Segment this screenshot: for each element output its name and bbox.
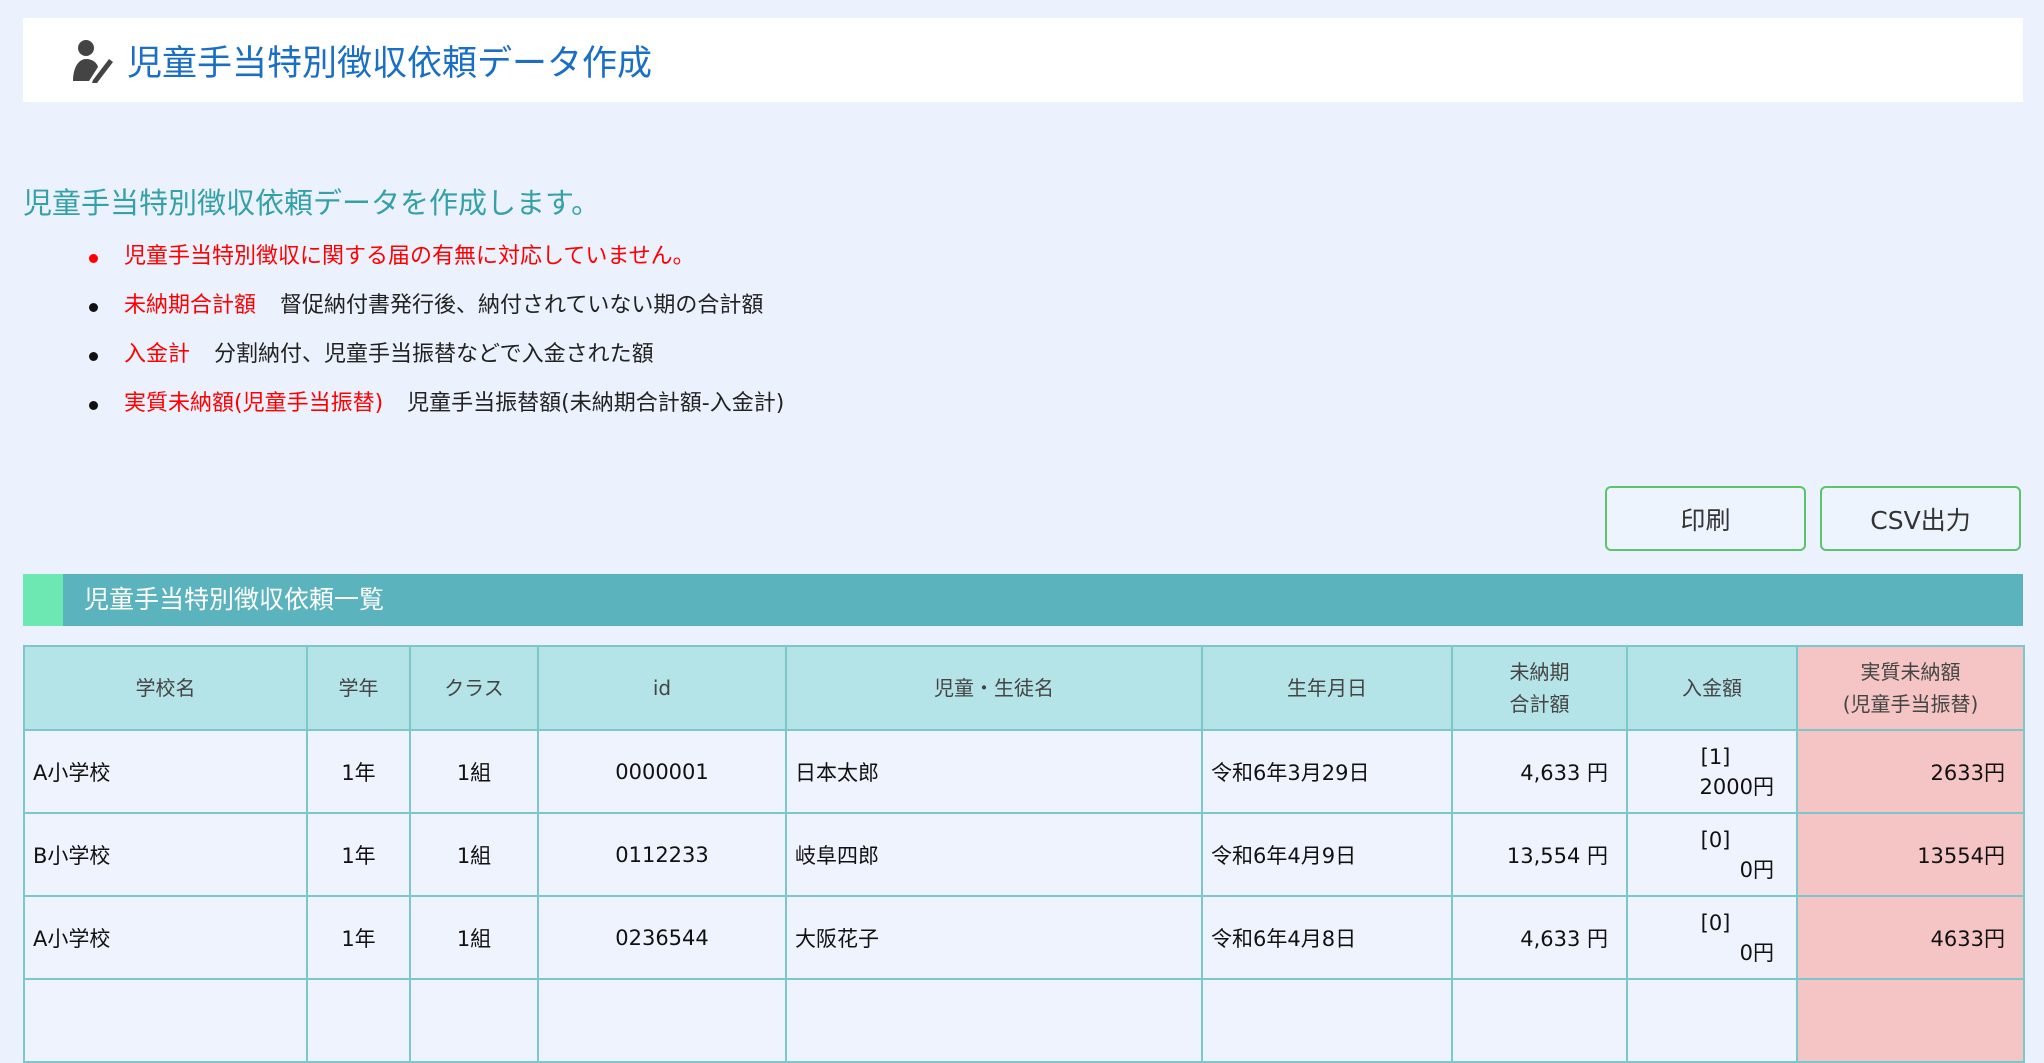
cell-birth: 令和6年4月9日	[1201, 812, 1453, 897]
notes-list: 児童手当特別徴収に関する届の有無に対応していません。 未納期合計額 督促納付書発行…	[88, 236, 785, 432]
col-paid: 入金額	[1626, 645, 1798, 731]
note-desc: 児童手当振替額(未納期合計額-入金計)	[407, 391, 785, 416]
cell-actual: 2633円	[1796, 729, 2025, 814]
cell-school: B小学校	[23, 812, 308, 897]
cell-name: 岐阜四郎	[785, 812, 1203, 897]
payment-count: [1]	[1700, 744, 1731, 769]
empty-cell	[409, 978, 539, 1063]
empty-cell	[1201, 978, 1453, 1063]
col-name: 児童・生徒名	[785, 645, 1203, 731]
empty-cell	[1796, 978, 2025, 1063]
note-item: 児童手当特別徴収に関する届の有無に対応していません。	[88, 236, 784, 285]
cell-paid: [0] 0円	[1626, 895, 1798, 980]
cell-id: 0236544	[537, 895, 787, 980]
note-item: 実質未納額(児童手当振替) 児童手当振替額(未納期合計額-入金計)	[88, 383, 785, 432]
table-row: B小学校 1年 1組 0112233 岐阜四郎 令和6年4月9日 13,554 円 [0] 0円…	[23, 812, 2025, 897]
payment-amount: 2000円	[1699, 774, 1774, 799]
print-button[interactable]: 印刷	[1605, 486, 1806, 551]
payment-count: [0]	[1700, 827, 1731, 852]
table-header-row: 学校名 学年 クラス id 児童・生徒名 生年月日 未納期 合計額 入金額 実質未…	[23, 645, 2025, 731]
section-accent	[23, 574, 63, 626]
cell-birth: 令和6年3月29日	[1201, 729, 1453, 814]
cell-actual: 13554円	[1796, 812, 2025, 897]
empty-cell	[23, 978, 308, 1063]
col-school: 学校名	[23, 645, 308, 731]
empty-cell	[306, 978, 411, 1063]
col-class: クラス	[409, 645, 539, 731]
section-header: 児童手当特別徴収依頼一覧	[23, 574, 2023, 626]
note-desc: 分割納付、児童手当振替などで入金された額	[214, 342, 654, 367]
page-title: 児童手当特別徴収依頼データ作成	[127, 43, 653, 84]
payment-amount: 0円	[1739, 857, 1774, 882]
cell-id: 0000001	[537, 729, 787, 814]
note-term: 実質未納額(児童手当振替)	[124, 391, 384, 416]
cell-grade: 1年	[306, 895, 411, 980]
cell-class: 1組	[409, 812, 539, 897]
cell-unpaid: 4,633 円	[1451, 729, 1628, 814]
empty-cell	[537, 978, 787, 1063]
cell-grade: 1年	[306, 812, 411, 897]
cell-id: 0112233	[537, 812, 787, 897]
payment-amount: 0円	[1739, 940, 1774, 965]
col-unpaid: 未納期 合計額	[1451, 645, 1628, 731]
user-edit-icon	[73, 40, 113, 83]
note-desc: 督促納付書発行後、納付されていない期の合計額	[280, 293, 764, 318]
intro-text: 児童手当特別徴収依頼データを作成します。	[23, 186, 601, 220]
cell-grade: 1年	[306, 729, 411, 814]
cell-unpaid: 13,554 円	[1451, 812, 1628, 897]
cell-paid: [0] 0円	[1626, 812, 1798, 897]
cell-paid: [1] 2000円	[1626, 729, 1798, 814]
cell-name: 日本太郎	[785, 729, 1203, 814]
cell-birth: 令和6年4月8日	[1201, 895, 1453, 980]
col-birth: 生年月日	[1201, 645, 1453, 731]
cell-school: A小学校	[23, 895, 308, 980]
col-actual: 実質未納額 (児童手当振替)	[1796, 645, 2025, 731]
col-grade: 学年	[306, 645, 411, 731]
cell-actual: 4633円	[1796, 895, 2025, 980]
cell-school: A小学校	[23, 729, 308, 814]
cell-name: 大阪花子	[785, 895, 1203, 980]
empty-cell	[1451, 978, 1628, 1063]
section-title: 児童手当特別徴収依頼一覧	[84, 585, 385, 614]
table-row	[23, 978, 2025, 1063]
cell-unpaid: 4,633 円	[1451, 895, 1628, 980]
table-row: A小学校 1年 1組 0000001 日本太郎 令和6年3月29日 4,633 円 [1] 20…	[23, 729, 2025, 814]
empty-cell	[785, 978, 1203, 1063]
cell-class: 1組	[409, 895, 539, 980]
note-item: 入金計 分割納付、児童手当振替などで入金された額	[88, 334, 784, 383]
note-term: 入金計	[124, 342, 191, 367]
table-row: A小学校 1年 1組 0236544 大阪花子 令和6年4月8日 4,633 円 [0] 0円 4…	[23, 895, 2025, 980]
empty-cell	[1626, 978, 1798, 1063]
page-header: 児童手当特別徴収依頼データ作成	[23, 18, 2023, 102]
note-term: 未納期合計額	[124, 293, 257, 318]
col-id: id	[537, 645, 787, 731]
csv-export-button[interactable]: CSV出力	[1820, 486, 2021, 551]
note-item: 未納期合計額 督促納付書発行後、納付されていない期の合計額	[88, 285, 784, 334]
note-warning: 児童手当特別徴収に関する届の有無に対応していません。	[124, 244, 695, 269]
cell-class: 1組	[409, 729, 539, 814]
request-table: 学校名 学年 クラス id 児童・生徒名 生年月日 未納期 合計額 入金額 実質未…	[23, 645, 2025, 1063]
payment-count: [0]	[1700, 910, 1731, 935]
